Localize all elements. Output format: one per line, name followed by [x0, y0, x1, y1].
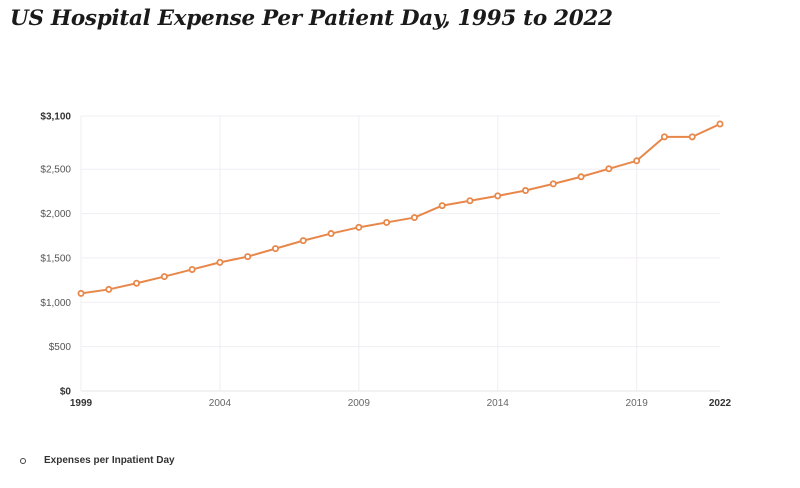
- data-point[interactable]: [271, 245, 279, 253]
- x-tick-label: 2019: [626, 398, 649, 409]
- y-tick-label: $3,100: [40, 112, 71, 123]
- y-tick-label: $1,500: [40, 253, 71, 264]
- y-tick-label: $500: [49, 342, 72, 353]
- data-point[interactable]: [549, 180, 557, 188]
- x-tick-label: 2014: [487, 398, 510, 409]
- data-point[interactable]: [355, 223, 363, 231]
- x-tick-label: 2004: [209, 398, 232, 409]
- x-axis-ticks: 1999 2004 2009 2014 2019 2022: [70, 398, 732, 409]
- data-point[interactable]: [410, 214, 418, 222]
- data-point[interactable]: [299, 237, 307, 245]
- data-point[interactable]: [244, 253, 252, 261]
- series-layer: [77, 120, 724, 297]
- data-point[interactable]: [688, 133, 696, 141]
- data-point[interactable]: [188, 265, 196, 273]
- y-tick-label: $2,500: [40, 165, 71, 176]
- data-point[interactable]: [633, 157, 641, 165]
- series-line: [80, 123, 721, 295]
- data-point[interactable]: [133, 279, 141, 287]
- x-tick-label: 2022: [709, 398, 732, 409]
- gridlines: [80, 115, 720, 392]
- data-point[interactable]: [77, 289, 85, 297]
- legend-label: Expenses per Inpatient Day: [44, 455, 175, 466]
- legend[interactable]: Expenses per Inpatient Day: [20, 455, 175, 466]
- data-point[interactable]: [383, 218, 391, 226]
- data-point[interactable]: [494, 192, 502, 200]
- y-axis-ticks: $0 $500 $1,000 $1,500 $2,000 $2,500 $3,100: [40, 112, 71, 398]
- data-point[interactable]: [660, 133, 668, 141]
- data-point[interactable]: [160, 273, 168, 281]
- y-tick-label: $1,000: [40, 298, 71, 309]
- data-point[interactable]: [216, 258, 224, 266]
- data-point[interactable]: [605, 165, 613, 173]
- data-point[interactable]: [577, 173, 585, 181]
- y-tick-label: $2,000: [40, 209, 71, 220]
- x-tick-label: 2009: [348, 398, 371, 409]
- data-point[interactable]: [438, 202, 446, 210]
- data-point[interactable]: [105, 285, 113, 293]
- chart-title: US Hospital Expense Per Patient Day, 199…: [10, 6, 613, 31]
- legend-marker-icon: [20, 457, 26, 464]
- data-point[interactable]: [522, 187, 530, 195]
- data-point[interactable]: [716, 120, 724, 128]
- data-point[interactable]: [466, 197, 474, 205]
- y-tick-label: $0: [60, 387, 72, 398]
- data-point[interactable]: [327, 230, 335, 238]
- x-tick-label: 1999: [70, 398, 93, 409]
